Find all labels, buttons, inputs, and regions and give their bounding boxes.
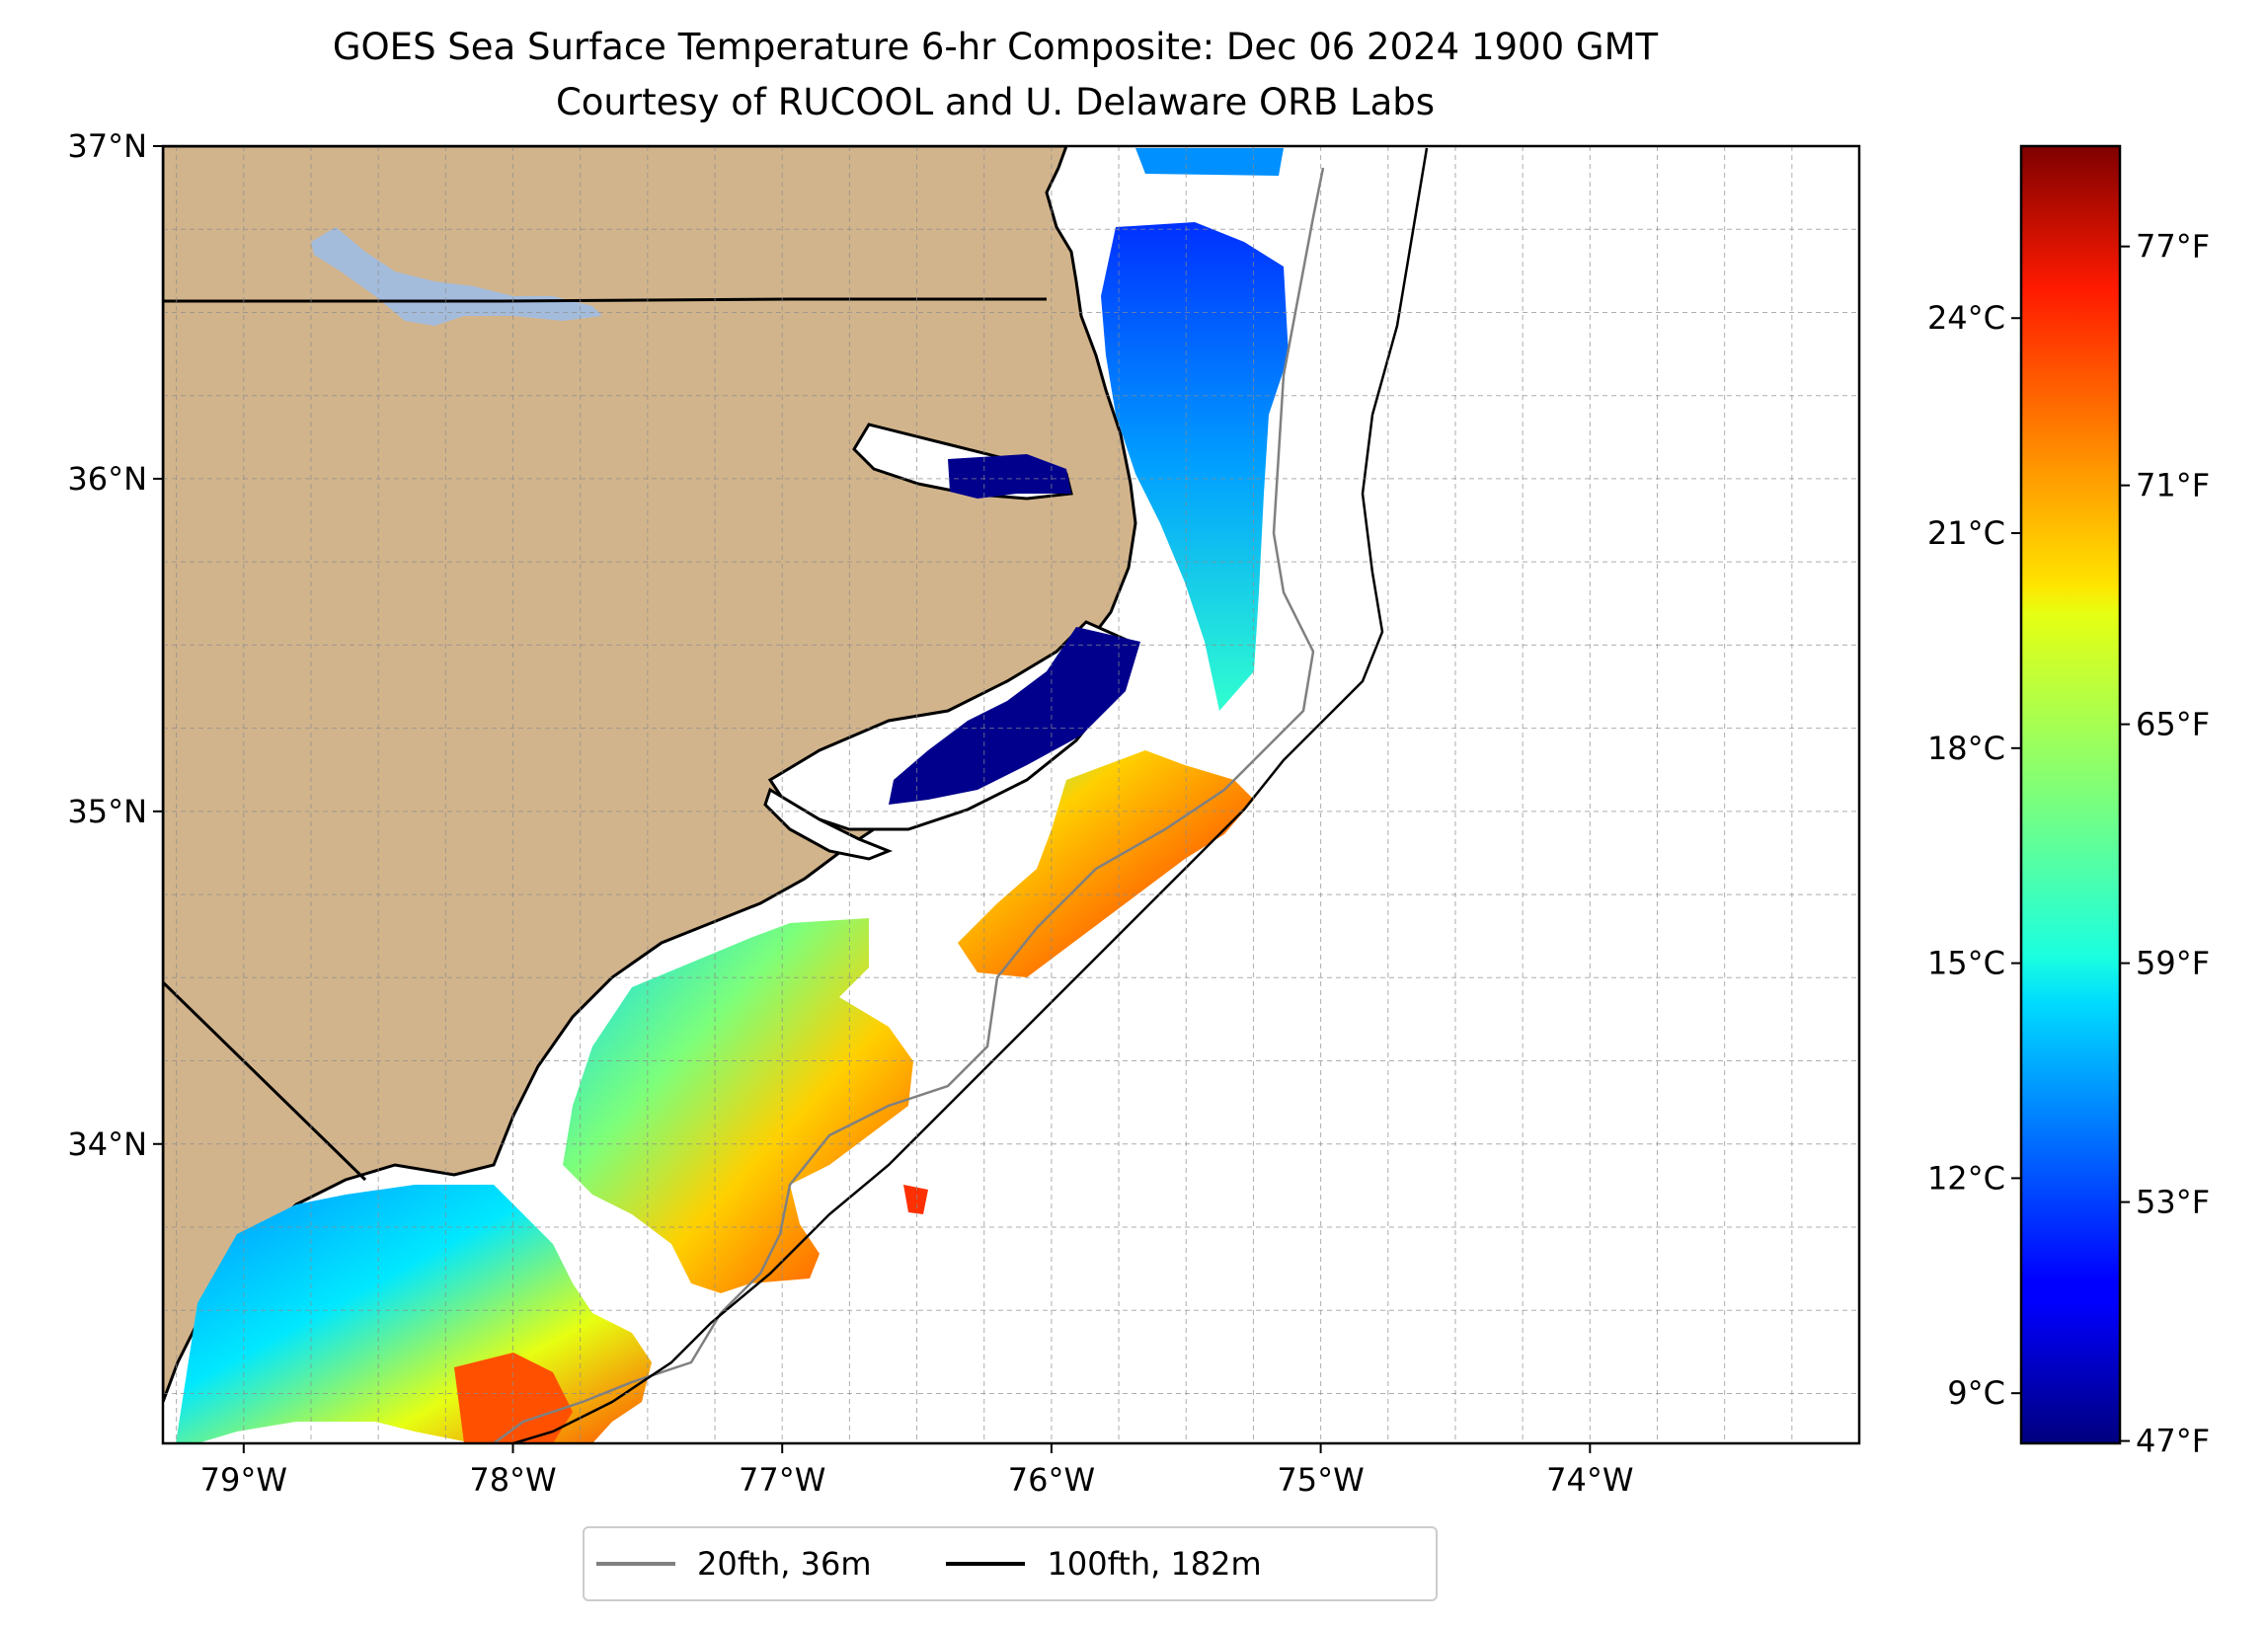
lon-tick-label: 77°W (739, 1461, 825, 1499)
colorbar-fahrenheit-label: 47°F (2136, 1423, 2210, 1460)
legend: 20fth, 36m 100fth, 182m (583, 1526, 1438, 1601)
lat-tick-label: 36°N (67, 460, 147, 498)
longitude-axis: 79°W 78°W 77°W 76°W 75°W 74°W (200, 1443, 1633, 1499)
lon-tick-label: 76°W (1008, 1461, 1095, 1499)
map-frame (161, 144, 1861, 1445)
lat-tick-label: 37°N (67, 127, 147, 165)
lat-tick-label: 34°N (67, 1125, 147, 1163)
colorbar-celsius-label: 15°C (1927, 945, 2005, 982)
colorbar-celsius-label: 21°C (1927, 514, 2005, 552)
latitude-axis: 34°N 35°N 36°N 37°N (67, 127, 163, 1163)
legend-label-100fth: 100fth, 182m (1047, 1545, 1262, 1583)
sst-sound-cold-2 (889, 627, 1140, 805)
sst-onslow-patch (563, 918, 913, 1293)
state-border-va-nc (163, 297, 1047, 303)
state-border-nc-sc (163, 980, 367, 1182)
lat-tick-label: 35°N (67, 793, 147, 830)
isobath-100fth (512, 147, 1429, 1443)
colorbar-fahrenheit-label: 65°F (2136, 706, 2210, 743)
colorbar-fahrenheit-axis: 47°F 53°F 59°F 65°F 71°F 77°F (2120, 228, 2210, 1460)
colorbar-fahrenheit-label: 53°F (2136, 1184, 2210, 1221)
lon-tick-label: 75°W (1277, 1461, 1364, 1499)
sst-north-patch (1101, 222, 1289, 711)
neuse-river (763, 787, 894, 861)
colorbar-fahrenheit-label: 71°F (2136, 467, 2210, 504)
chart-subtitle: Courtesy of RUCOOL and U. Delaware ORB L… (555, 81, 1436, 123)
colorbar-celsius-label: 12°C (1927, 1159, 2005, 1197)
colorbar-fahrenheit-label: 59°F (2136, 945, 2210, 982)
sst-north-top-patch (1135, 148, 1284, 176)
colorbar-celsius-axis: 9°C 12°C 15°C 18°C 21°C 24°C (1927, 299, 2021, 1412)
lon-tick-label: 79°W (200, 1461, 287, 1499)
lon-tick-label: 78°W (469, 1461, 556, 1499)
chart-title: GOES Sea Surface Temperature 6-hr Compos… (332, 26, 1659, 68)
lon-tick-label: 74°W (1546, 1461, 1633, 1499)
colorbar-celsius-label: 9°C (1947, 1374, 2005, 1412)
colorbar-celsius-label: 18°C (1927, 730, 2005, 767)
sst-gulfstream-speck (903, 1185, 928, 1214)
colorbar (2019, 144, 2122, 1445)
sst-sound-cold-1 (948, 454, 1071, 499)
legend-item-100fth: 100fth, 182m (946, 1545, 1262, 1583)
legend-label-20fth: 20fth, 36m (697, 1545, 872, 1583)
legend-swatch-20fth (596, 1562, 675, 1566)
colorbar-fahrenheit-label: 77°F (2136, 228, 2210, 266)
legend-item-20fth: 20fth, 36m (596, 1545, 871, 1583)
sst-frying-pan-patch (454, 1353, 573, 1443)
colorbar-celsius-label: 24°C (1927, 299, 2005, 337)
isobath-20fth (493, 167, 1325, 1443)
legend-swatch-100fth (946, 1562, 1026, 1566)
gridlines (163, 146, 1859, 1443)
